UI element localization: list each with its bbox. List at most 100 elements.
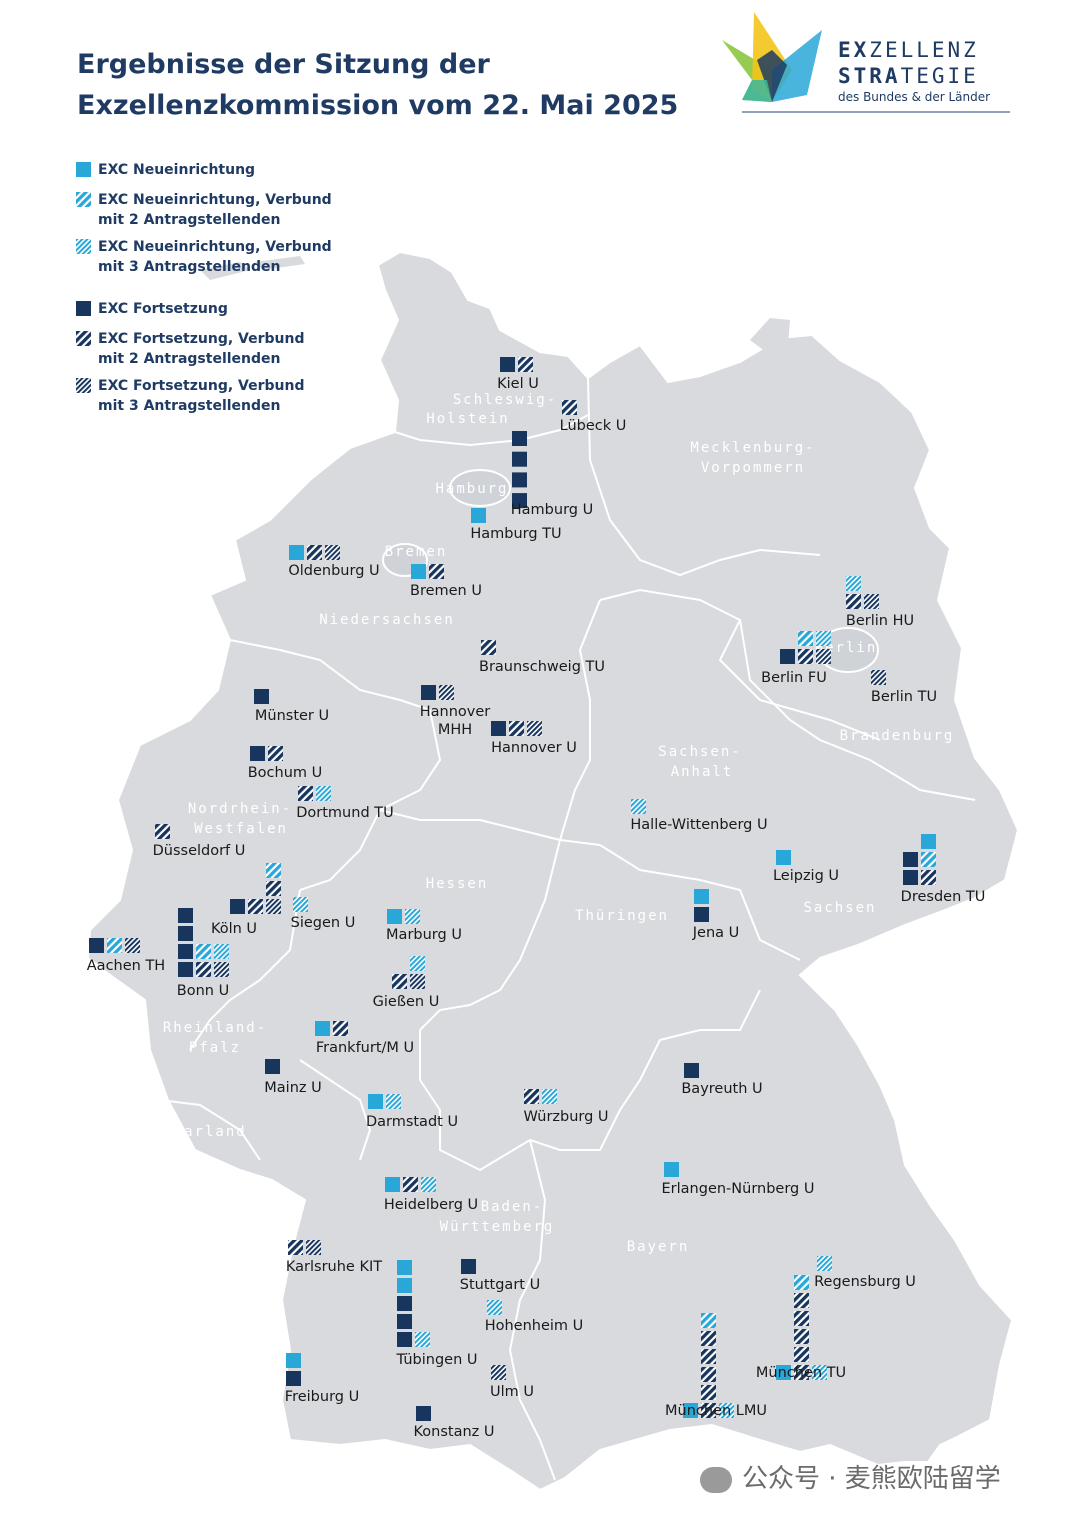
cluster-marker — [415, 1332, 430, 1347]
cluster-marker — [846, 594, 861, 609]
state-label: Sachsen- — [658, 744, 741, 760]
watermark-text: 公众号 · 麦熊欧陆留学 — [742, 1464, 1001, 1494]
cluster-marker — [864, 594, 879, 609]
cluster-marker — [368, 1094, 383, 1109]
cluster-marker — [684, 1063, 699, 1078]
cluster-marker — [701, 1367, 716, 1382]
cluster-marker — [921, 870, 936, 885]
university-label: München TU — [756, 1365, 846, 1381]
cluster-marker — [816, 631, 831, 646]
university-label: Bonn U — [177, 983, 229, 999]
cluster-marker — [214, 944, 229, 959]
cluster-marker — [403, 1177, 418, 1192]
cluster-marker — [268, 746, 283, 761]
cluster-marker — [178, 962, 193, 977]
cluster-marker — [509, 721, 524, 736]
cluster-marker — [410, 956, 425, 971]
cluster-marker — [266, 881, 281, 896]
cluster-marker — [921, 852, 936, 867]
legend-label: EXC Fortsetzung — [98, 301, 228, 317]
cluster-marker — [794, 1311, 809, 1326]
cluster-marker — [397, 1296, 412, 1311]
excellence-strategy-logo: EXZELLENZ STRATEGIE des Bundes & der Län… — [712, 10, 1042, 122]
cluster-marker — [421, 1177, 436, 1192]
logo-word-strategie: STRATEGIE — [838, 64, 979, 88]
legend-swatch — [76, 301, 91, 316]
cluster-marker — [512, 431, 527, 446]
university-label: Erlangen-Nürnberg U — [662, 1181, 815, 1197]
title-line-2: Exzellenzkommission vom 22. Mai 2025 — [77, 90, 679, 121]
cluster-marker — [397, 1332, 412, 1347]
cluster-marker — [491, 721, 506, 736]
cluster-marker — [89, 938, 104, 953]
cluster-marker — [333, 1021, 348, 1036]
state-label: Anhalt — [671, 764, 734, 780]
university-label: Düsseldorf U — [153, 843, 246, 859]
cluster-marker — [471, 508, 486, 523]
cluster-marker — [316, 786, 331, 801]
university-label: Dortmund TU — [296, 805, 393, 821]
legend-swatch — [76, 192, 91, 207]
cluster-marker — [298, 786, 313, 801]
cluster-marker — [416, 1406, 431, 1421]
cluster-marker — [397, 1260, 412, 1275]
frisian-islands — [200, 256, 305, 280]
university-label: Braunschweig TU — [479, 659, 605, 675]
legend-swatch-fill — [76, 301, 91, 316]
logo-subtitle: des Bundes & der Länder — [838, 90, 991, 104]
university-label: Freiburg U — [285, 1389, 359, 1405]
cluster-marker — [214, 962, 229, 977]
cluster-marker — [178, 944, 193, 959]
university-label: Stuttgart U — [460, 1277, 540, 1293]
cluster-marker — [461, 1259, 476, 1274]
university-label: München LMU — [665, 1403, 767, 1419]
cluster-marker — [512, 472, 527, 488]
university-label: Bayreuth U — [681, 1081, 762, 1097]
legend-swatch — [76, 378, 91, 393]
university-label: Lübeck U — [560, 418, 627, 434]
university-label: Würzburg U — [523, 1109, 608, 1125]
legend-label: EXC Fortsetzung, Verbund mit 2 Antragstel… — [98, 331, 305, 367]
legend-swatch-fill — [76, 239, 91, 254]
cluster-marker — [780, 649, 795, 664]
cluster-marker — [429, 564, 444, 579]
cluster-marker — [491, 1365, 506, 1380]
cluster-marker — [719, 1403, 734, 1418]
cluster-marker — [776, 850, 791, 865]
university-label: Leipzig U — [773, 868, 839, 884]
state-label: Rheinland- — [163, 1020, 267, 1036]
cluster-marker — [701, 1385, 716, 1400]
university-labels: Kiel U Lübeck U Hamburg U Hamburg TU Oldenbu… — [87, 376, 986, 1440]
cluster-marker — [794, 1347, 809, 1362]
state-label: Hessen — [426, 876, 489, 892]
cluster-marker — [921, 834, 936, 849]
cluster-marker — [562, 400, 577, 415]
state-label: Sachsen — [803, 900, 876, 916]
state-label: Brandenburg — [840, 728, 955, 744]
cluster-marker — [392, 974, 407, 989]
cluster-marker — [307, 545, 322, 560]
ruegen-island — [750, 318, 790, 355]
cluster-marker — [405, 909, 420, 924]
state-label: Holstein — [426, 411, 509, 427]
state-label: Bremen — [385, 544, 448, 560]
cluster-marker — [248, 899, 263, 914]
cluster-marker — [289, 545, 304, 560]
logo-rule — [742, 111, 1010, 113]
legend-swatch-fill — [76, 378, 91, 393]
cluster-marker — [664, 1162, 679, 1177]
cluster-marker — [178, 926, 193, 941]
university-label: Hannover U — [491, 740, 577, 756]
state-label: Bayern — [627, 1239, 690, 1255]
hamburg-state-area — [449, 469, 511, 507]
university-label: Bremen U — [410, 583, 482, 599]
university-label: Heidelberg U — [384, 1197, 478, 1213]
university-label: Köln U — [211, 921, 257, 937]
cluster-marker — [385, 1177, 400, 1192]
cluster-marker — [542, 1089, 557, 1104]
state-label: Nordrhein- — [188, 801, 292, 817]
cluster-marker — [293, 897, 308, 912]
cluster-marker — [254, 689, 269, 704]
state-label: Thüringen — [575, 908, 669, 924]
